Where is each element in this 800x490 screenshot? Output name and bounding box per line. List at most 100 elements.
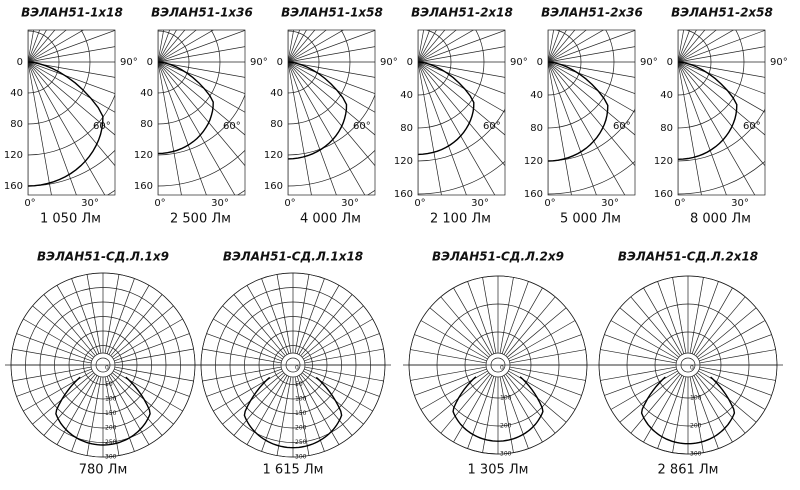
bottom-panel: ВЭЛАН51-СД.Л.1х9 0 50 100 150 200 250 300 780 Лм bbox=[5, 250, 201, 478]
grid-ray bbox=[261, 278, 290, 354]
grid-ray bbox=[689, 277, 704, 354]
grid-ray bbox=[288, 61, 375, 136]
grid-ray bbox=[114, 366, 194, 382]
grid-ray bbox=[114, 368, 190, 397]
grid-ray bbox=[158, 61, 245, 95]
grid-ray bbox=[304, 348, 384, 364]
grid-ray bbox=[113, 370, 183, 412]
grid-ray bbox=[56, 285, 98, 355]
grid-ray bbox=[503, 375, 543, 443]
grid-ray bbox=[418, 30, 505, 63]
angle-label: 60° bbox=[743, 121, 761, 132]
radial-label: 0 bbox=[295, 365, 299, 372]
grid-ray bbox=[304, 368, 380, 397]
radial-label: 200 bbox=[295, 425, 307, 432]
grid-ray bbox=[696, 372, 757, 423]
grid-ray bbox=[414, 368, 487, 396]
radial-label: 160 bbox=[134, 181, 153, 192]
grid-ray bbox=[678, 61, 765, 136]
grid-ray bbox=[548, 30, 635, 63]
radial-label: 120 bbox=[654, 156, 673, 167]
grid-ray bbox=[104, 376, 120, 456]
inner-circle bbox=[280, 352, 306, 378]
radial-label: 0 bbox=[277, 57, 283, 68]
intensity-curve bbox=[55, 376, 151, 446]
radial-label: 200 bbox=[105, 425, 117, 432]
grid-ray bbox=[28, 30, 115, 63]
grid-ray bbox=[610, 320, 678, 360]
grid-ray bbox=[114, 333, 190, 362]
grid-ray bbox=[548, 61, 572, 195]
grid-ray bbox=[678, 61, 765, 167]
grid-ray bbox=[43, 294, 96, 357]
grid-ray bbox=[696, 307, 757, 358]
angle-label: 60° bbox=[353, 121, 371, 132]
angle-label: 0° bbox=[674, 198, 685, 209]
radial-label: 0 bbox=[690, 365, 694, 372]
radial-label: 40 bbox=[660, 90, 673, 101]
top-panel: ВЭЛАН51-2х18 0 40 80 120 160 90° 60° 0° 30° 2 100 … bbox=[394, 6, 528, 227]
grid-ray bbox=[699, 334, 772, 362]
inner-circle bbox=[285, 357, 301, 373]
radial-label: 50 bbox=[295, 381, 303, 388]
panel-title: ВЭЛАН51-2х58 bbox=[671, 6, 773, 20]
angle-label: 90° bbox=[640, 57, 658, 68]
panel-frame bbox=[287, 29, 376, 196]
flux-label: 1 615 Лм bbox=[263, 463, 324, 478]
flux-label: 780 Лм bbox=[79, 463, 128, 478]
flux-label: 2 861 Лм bbox=[658, 463, 719, 478]
bottom-panel: ВЭЛАН51-СД.Л.2х18 0 100 200 300 2 861 Лм bbox=[593, 250, 783, 478]
angle-label: 30° bbox=[341, 198, 359, 209]
top-panel: ВЭЛАН51-1х58 0 40 80 120 160 90° 60° 0° 30° 4 000 … bbox=[264, 6, 398, 227]
grid-ray bbox=[28, 61, 115, 167]
grid-ray bbox=[418, 61, 505, 167]
grid-ray bbox=[420, 320, 488, 360]
intensity-curve bbox=[28, 61, 104, 187]
grid-arc bbox=[106, 189, 115, 195]
grid-ray bbox=[108, 285, 150, 355]
grid-ray bbox=[619, 307, 680, 358]
grid-ray bbox=[288, 61, 375, 95]
grid-ray bbox=[418, 61, 442, 195]
panel-title: ВЭЛАН51-1х58 bbox=[281, 6, 383, 20]
top-panel: ВЭЛАН51-2х36 0 40 80 120 160 90° 60° 0° 30° 5 000 … bbox=[524, 6, 658, 227]
grid bbox=[288, 30, 375, 195]
radial-label: 160 bbox=[394, 189, 413, 200]
radial-label: 40 bbox=[10, 88, 23, 99]
grid-ray bbox=[499, 277, 514, 354]
grid-ray bbox=[418, 61, 467, 195]
grid-ray bbox=[548, 61, 635, 167]
angle-label: 30° bbox=[601, 198, 619, 209]
grid-ray bbox=[600, 366, 677, 381]
intensity-curve bbox=[452, 376, 544, 442]
angle-label: 30° bbox=[211, 198, 229, 209]
radial-label: 200 bbox=[690, 423, 702, 430]
grid-ray bbox=[304, 333, 380, 362]
radial-label: 50 bbox=[105, 381, 113, 388]
radial-label: 300 bbox=[690, 451, 702, 458]
bottom-panel: ВЭЛАН51-СД.Л.2х9 0 100 200 300 1 305 Лм bbox=[403, 250, 593, 478]
grid-arc bbox=[678, 160, 765, 195]
angle-label: 0° bbox=[24, 198, 35, 209]
angle-label: 0° bbox=[284, 198, 295, 209]
grid bbox=[678, 30, 765, 195]
intensity-curve bbox=[418, 61, 475, 156]
grid-ray bbox=[158, 61, 236, 195]
radial-label: 40 bbox=[400, 90, 413, 101]
intensity-curve bbox=[158, 61, 214, 155]
radial-label: 200 bbox=[500, 423, 512, 430]
grid-ray bbox=[699, 368, 772, 396]
flux-label: 1 050 Лм bbox=[40, 212, 101, 227]
bottom-panel: ВЭЛАН51-СД.Л.1х18 0 50 100 150 200 250 300 1 615… bbox=[195, 250, 391, 478]
grid-ray bbox=[28, 61, 115, 113]
radial-label: 0 bbox=[537, 57, 543, 68]
grid-ray bbox=[429, 307, 490, 358]
intensity-curve bbox=[288, 61, 348, 160]
radial-label: 100 bbox=[105, 396, 117, 403]
radial-label: 120 bbox=[524, 156, 543, 167]
grid-ray bbox=[28, 61, 115, 95]
grid-ray bbox=[467, 281, 495, 354]
intensity-curve bbox=[640, 376, 736, 445]
grid-ray bbox=[296, 376, 325, 452]
grid-ray bbox=[233, 294, 286, 357]
